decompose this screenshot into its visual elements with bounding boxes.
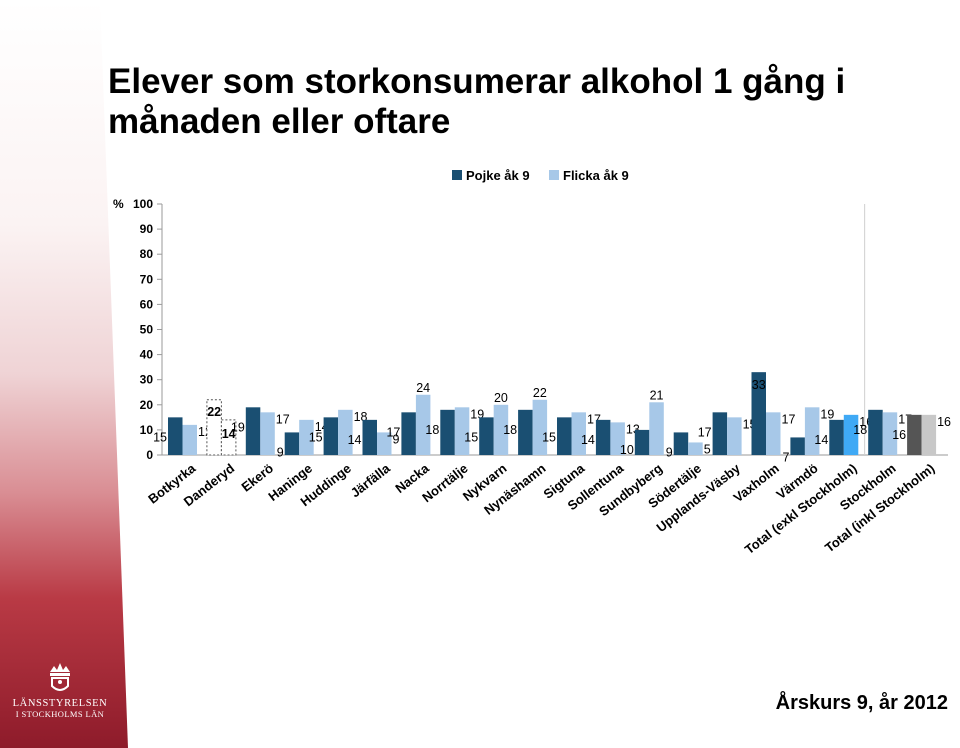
bar-pojke — [829, 419, 844, 455]
bar-pojke — [595, 419, 611, 455]
data-label-pojke: 14 — [581, 433, 595, 447]
data-label-pojke: 15 — [153, 430, 167, 444]
data-label-pojke: 15 — [542, 430, 556, 444]
bar-flicka — [182, 424, 197, 455]
bar-flicka — [454, 407, 470, 455]
data-label-flicka: 5 — [704, 442, 711, 456]
y-tick-label: 30 — [140, 373, 154, 387]
data-label-pojke: 10 — [620, 443, 634, 457]
y-tick-label: 10 — [140, 423, 154, 437]
bar-flicka — [688, 442, 703, 455]
legend-swatch-flicka — [549, 170, 559, 180]
legend-swatch-pojke — [452, 170, 462, 180]
bar-flicka — [843, 414, 859, 455]
data-label-pojke: 18 — [425, 423, 439, 437]
y-tick-label: 0 — [146, 448, 153, 462]
bar-pojke — [245, 407, 261, 455]
bar-pojke — [673, 432, 689, 455]
y-tick-label: 50 — [140, 323, 154, 337]
data-label-flicka: 16 — [937, 415, 951, 429]
bar-pojke — [751, 372, 766, 455]
bar-flicka — [727, 417, 742, 455]
data-label-flicka: 17 — [782, 412, 796, 426]
bar-pojke — [518, 409, 533, 455]
bar-flicka — [338, 409, 353, 455]
y-tick-label: 40 — [140, 348, 154, 362]
bar-pojke — [168, 417, 183, 455]
data-label-flicka: 24 — [416, 381, 430, 395]
logo-line-1: LÄNSSTYRELSEN — [12, 698, 108, 709]
data-label-flicka: 20 — [494, 391, 508, 405]
y-unit-label: % — [113, 197, 124, 211]
bar-flicka — [299, 419, 314, 455]
y-tick-label: 70 — [140, 272, 154, 286]
y-tick-label: 90 — [140, 222, 154, 236]
data-label-flicka: 21 — [650, 388, 664, 402]
y-tick-label: 80 — [140, 247, 154, 261]
data-label-pojke: 18 — [503, 423, 517, 437]
bar-pojke — [362, 419, 377, 455]
data-label-flicka: 17 — [276, 412, 290, 426]
bar-flicka — [610, 422, 625, 455]
bar-pojke — [790, 437, 805, 455]
data-label-pojke: 14 — [348, 433, 362, 447]
bar-pojke — [401, 412, 416, 455]
lansstyrelsen-logo: LÄNSSTYRELSEN I STOCKHOLMS LÄN — [10, 660, 110, 719]
data-label-pojke: 9 — [666, 445, 673, 459]
bar-flicka — [766, 412, 781, 455]
logo-line-2: I STOCKHOLMS LÄN — [15, 709, 105, 719]
data-label-pojke: 17 — [698, 425, 712, 439]
bar-pojke — [868, 409, 883, 455]
y-tick-label: 100 — [133, 197, 153, 211]
bar-flicka — [493, 404, 509, 455]
legend-label-flicka: Flicka åk 9 — [563, 168, 629, 183]
slide-title: Elever som storkonsumerar alkohol 1 gång… — [108, 62, 846, 141]
bar-flicka — [571, 412, 586, 455]
bar-flicka — [649, 402, 664, 455]
bar-flicka — [804, 407, 820, 455]
bar-pojke — [479, 417, 494, 455]
data-label-pojke: 19 — [231, 420, 245, 434]
data-label-flicka: 19 — [820, 407, 834, 421]
bar-pojke — [323, 417, 339, 455]
y-tick-label: 20 — [140, 398, 154, 412]
bar-flicka — [220, 419, 237, 456]
category-label: Järfälla — [348, 460, 394, 500]
data-label-pojke: 9 — [277, 445, 284, 459]
data-label-pojke: 17 — [386, 425, 400, 439]
bar-flicka — [921, 414, 937, 455]
data-label-pojke: 7 — [782, 450, 789, 464]
data-label-pojke: 16 — [892, 428, 906, 442]
data-label-flicka: 14 — [222, 427, 236, 441]
data-label-pojke: 14 — [814, 433, 828, 447]
bar-pojke — [206, 399, 222, 456]
legend-label-pojke: Pojke åk 9 — [466, 168, 530, 183]
bar-flicka — [415, 394, 431, 455]
bar-flicka — [532, 399, 548, 455]
data-label-pojke: 15 — [309, 430, 323, 444]
data-label-pojke: 22 — [207, 405, 221, 419]
bar-pojke — [284, 432, 300, 455]
data-label-pojke: 33 — [752, 378, 766, 392]
data-label-pojke: 18 — [853, 423, 867, 437]
y-tick-label: 60 — [140, 297, 154, 311]
bar-flicka — [260, 412, 275, 455]
data-label-flicka: 9 — [393, 432, 400, 446]
bar-pojke — [907, 414, 922, 455]
footer-caption: Årskurs 9, år 2012 — [775, 692, 948, 714]
bar-pojke — [557, 417, 572, 455]
bar-flicka — [882, 412, 898, 455]
data-label-flicka: 22 — [533, 386, 547, 400]
crown-emblem-icon — [50, 663, 70, 691]
bar-pojke — [440, 409, 455, 455]
data-label-pojke: 15 — [464, 430, 478, 444]
bar-flicka — [377, 432, 392, 455]
bar-pojke — [712, 412, 728, 455]
bar-pojke — [634, 429, 650, 455]
